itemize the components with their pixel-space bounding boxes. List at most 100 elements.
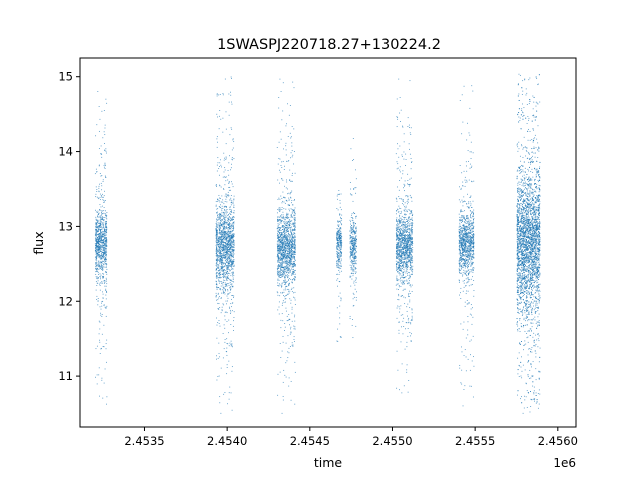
data-point	[98, 246, 100, 248]
data-point	[104, 134, 106, 136]
data-point	[286, 238, 288, 240]
data-point	[231, 263, 233, 265]
data-point	[354, 223, 356, 225]
data-point	[229, 232, 231, 234]
data-point	[292, 257, 294, 259]
data-point	[103, 195, 105, 197]
data-point	[217, 264, 219, 266]
data-point	[231, 268, 233, 270]
data-point	[225, 234, 227, 236]
data-point	[289, 262, 291, 264]
data-point	[230, 239, 231, 241]
data-point	[288, 290, 289, 292]
data-point	[409, 293, 411, 294]
data-point	[411, 227, 412, 229]
data-point	[223, 220, 225, 222]
data-point	[278, 157, 280, 159]
data-point	[99, 276, 101, 277]
data-point	[277, 252, 279, 254]
data-point	[233, 259, 235, 261]
data-point	[216, 253, 218, 255]
data-point	[221, 195, 223, 197]
data-point	[229, 287, 231, 289]
data-point	[288, 248, 289, 250]
data-point	[215, 258, 217, 260]
data-point	[229, 309, 231, 311]
data-point	[292, 229, 294, 230]
data-point	[350, 254, 351, 256]
data-point	[340, 244, 342, 245]
data-point	[100, 282, 102, 284]
data-point	[102, 250, 104, 252]
data-point	[402, 218, 404, 220]
data-point	[96, 246, 98, 248]
data-point	[294, 297, 296, 299]
data-point	[224, 259, 226, 261]
data-point	[403, 220, 405, 222]
data-point	[217, 272, 218, 274]
data-point	[281, 233, 283, 235]
data-point	[340, 244, 342, 245]
data-point	[288, 197, 290, 199]
data-point	[95, 222, 97, 224]
data-point	[350, 148, 352, 150]
data-point	[101, 185, 103, 187]
data-point	[278, 251, 280, 253]
data-point	[217, 225, 219, 227]
data-point	[397, 267, 399, 269]
data-point	[281, 257, 282, 259]
data-point	[105, 251, 107, 253]
data-point	[217, 215, 218, 216]
data-point	[96, 219, 98, 221]
data-point	[283, 229, 285, 231]
data-point	[291, 226, 293, 228]
data-point	[352, 245, 354, 247]
data-point	[220, 259, 222, 261]
data-point	[100, 308, 102, 310]
data-point	[281, 269, 283, 271]
data-point	[227, 243, 229, 245]
data-point	[216, 276, 218, 278]
data-point	[354, 251, 356, 253]
data-point	[286, 229, 288, 231]
data-point	[100, 224, 102, 226]
data-point	[219, 227, 221, 228]
data-point	[284, 276, 286, 278]
data-point	[286, 212, 288, 214]
data-point	[282, 300, 284, 302]
data-point	[104, 190, 105, 192]
data-point	[294, 249, 296, 251]
data-point	[406, 322, 408, 324]
data-point	[101, 238, 102, 240]
data-point	[219, 243, 221, 245]
data-point	[280, 258, 282, 260]
data-point	[403, 261, 405, 262]
data-point	[277, 244, 279, 246]
data-point	[103, 249, 105, 251]
data-point	[97, 233, 99, 235]
data-point	[215, 269, 217, 271]
data-point	[228, 255, 230, 257]
data-point	[216, 233, 218, 235]
data-point	[396, 228, 398, 230]
data-point	[352, 249, 354, 251]
data-point	[220, 219, 222, 220]
data-point	[222, 117, 224, 119]
data-point	[106, 245, 108, 247]
data-point	[287, 268, 289, 270]
data-point	[405, 165, 406, 166]
data-point	[351, 194, 353, 196]
data-point	[224, 257, 226, 259]
data-point	[217, 357, 219, 359]
data-point	[283, 239, 285, 241]
data-point	[232, 230, 234, 231]
data-point	[99, 249, 101, 251]
data-point	[101, 254, 103, 256]
data-point	[355, 240, 357, 242]
data-point	[289, 180, 291, 181]
data-point	[100, 246, 102, 248]
data-point	[405, 263, 407, 265]
data-point	[218, 297, 220, 299]
data-point	[232, 201, 234, 203]
data-point	[223, 176, 225, 178]
